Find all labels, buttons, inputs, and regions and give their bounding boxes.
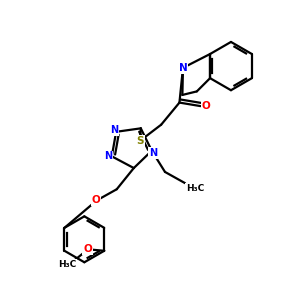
Text: N: N [178,63,187,73]
Text: N: N [149,148,157,158]
Text: S: S [136,136,144,146]
Text: O: O [83,244,92,254]
Text: H₃C: H₃C [58,260,76,268]
Text: O: O [92,195,100,206]
Text: N: N [110,125,118,135]
Text: O: O [202,101,210,111]
Text: H₃C: H₃C [186,184,204,193]
Text: N: N [104,151,112,161]
